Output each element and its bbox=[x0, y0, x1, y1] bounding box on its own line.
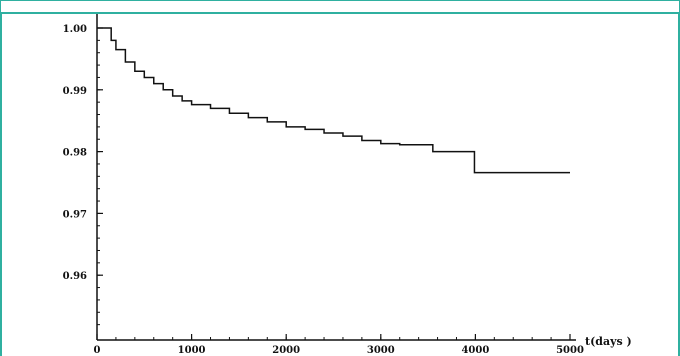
y-tick-label: 0.98 bbox=[63, 148, 87, 159]
top-border-strip bbox=[0, 0, 680, 14]
x-tick-label: 5000 bbox=[556, 345, 584, 356]
axes bbox=[96, 14, 576, 341]
major-ticks bbox=[96, 27, 571, 340]
y-tick-label: 0.96 bbox=[63, 271, 87, 282]
x-tick-label: 1000 bbox=[178, 345, 206, 356]
minor-ticks bbox=[96, 27, 571, 340]
y-tick-label: 0.99 bbox=[63, 86, 87, 97]
x-axis-label: t(days ) bbox=[585, 335, 632, 348]
x-tick-label: 2000 bbox=[272, 345, 300, 356]
tick-labels: 0 1000 2000 3000 4000 5000 0.96 0.97 0.98 0.99 1.0… bbox=[63, 24, 584, 356]
chart-panel: 0 1000 2000 3000 4000 5000 0.96 0.97 0.98 0.99 1.0… bbox=[0, 14, 680, 356]
y-tick-label: 1.00 bbox=[63, 24, 87, 35]
x-tick-label: 4000 bbox=[461, 345, 489, 356]
survival-curve-line bbox=[97, 27, 570, 174]
x-tick-label: 3000 bbox=[367, 345, 395, 356]
y-tick-label: 0.97 bbox=[63, 209, 87, 220]
survival-chart: 0 1000 2000 3000 4000 5000 0.96 0.97 0.98 0.99 1.0… bbox=[63, 14, 632, 356]
x-tick-label: 0 bbox=[94, 345, 101, 356]
